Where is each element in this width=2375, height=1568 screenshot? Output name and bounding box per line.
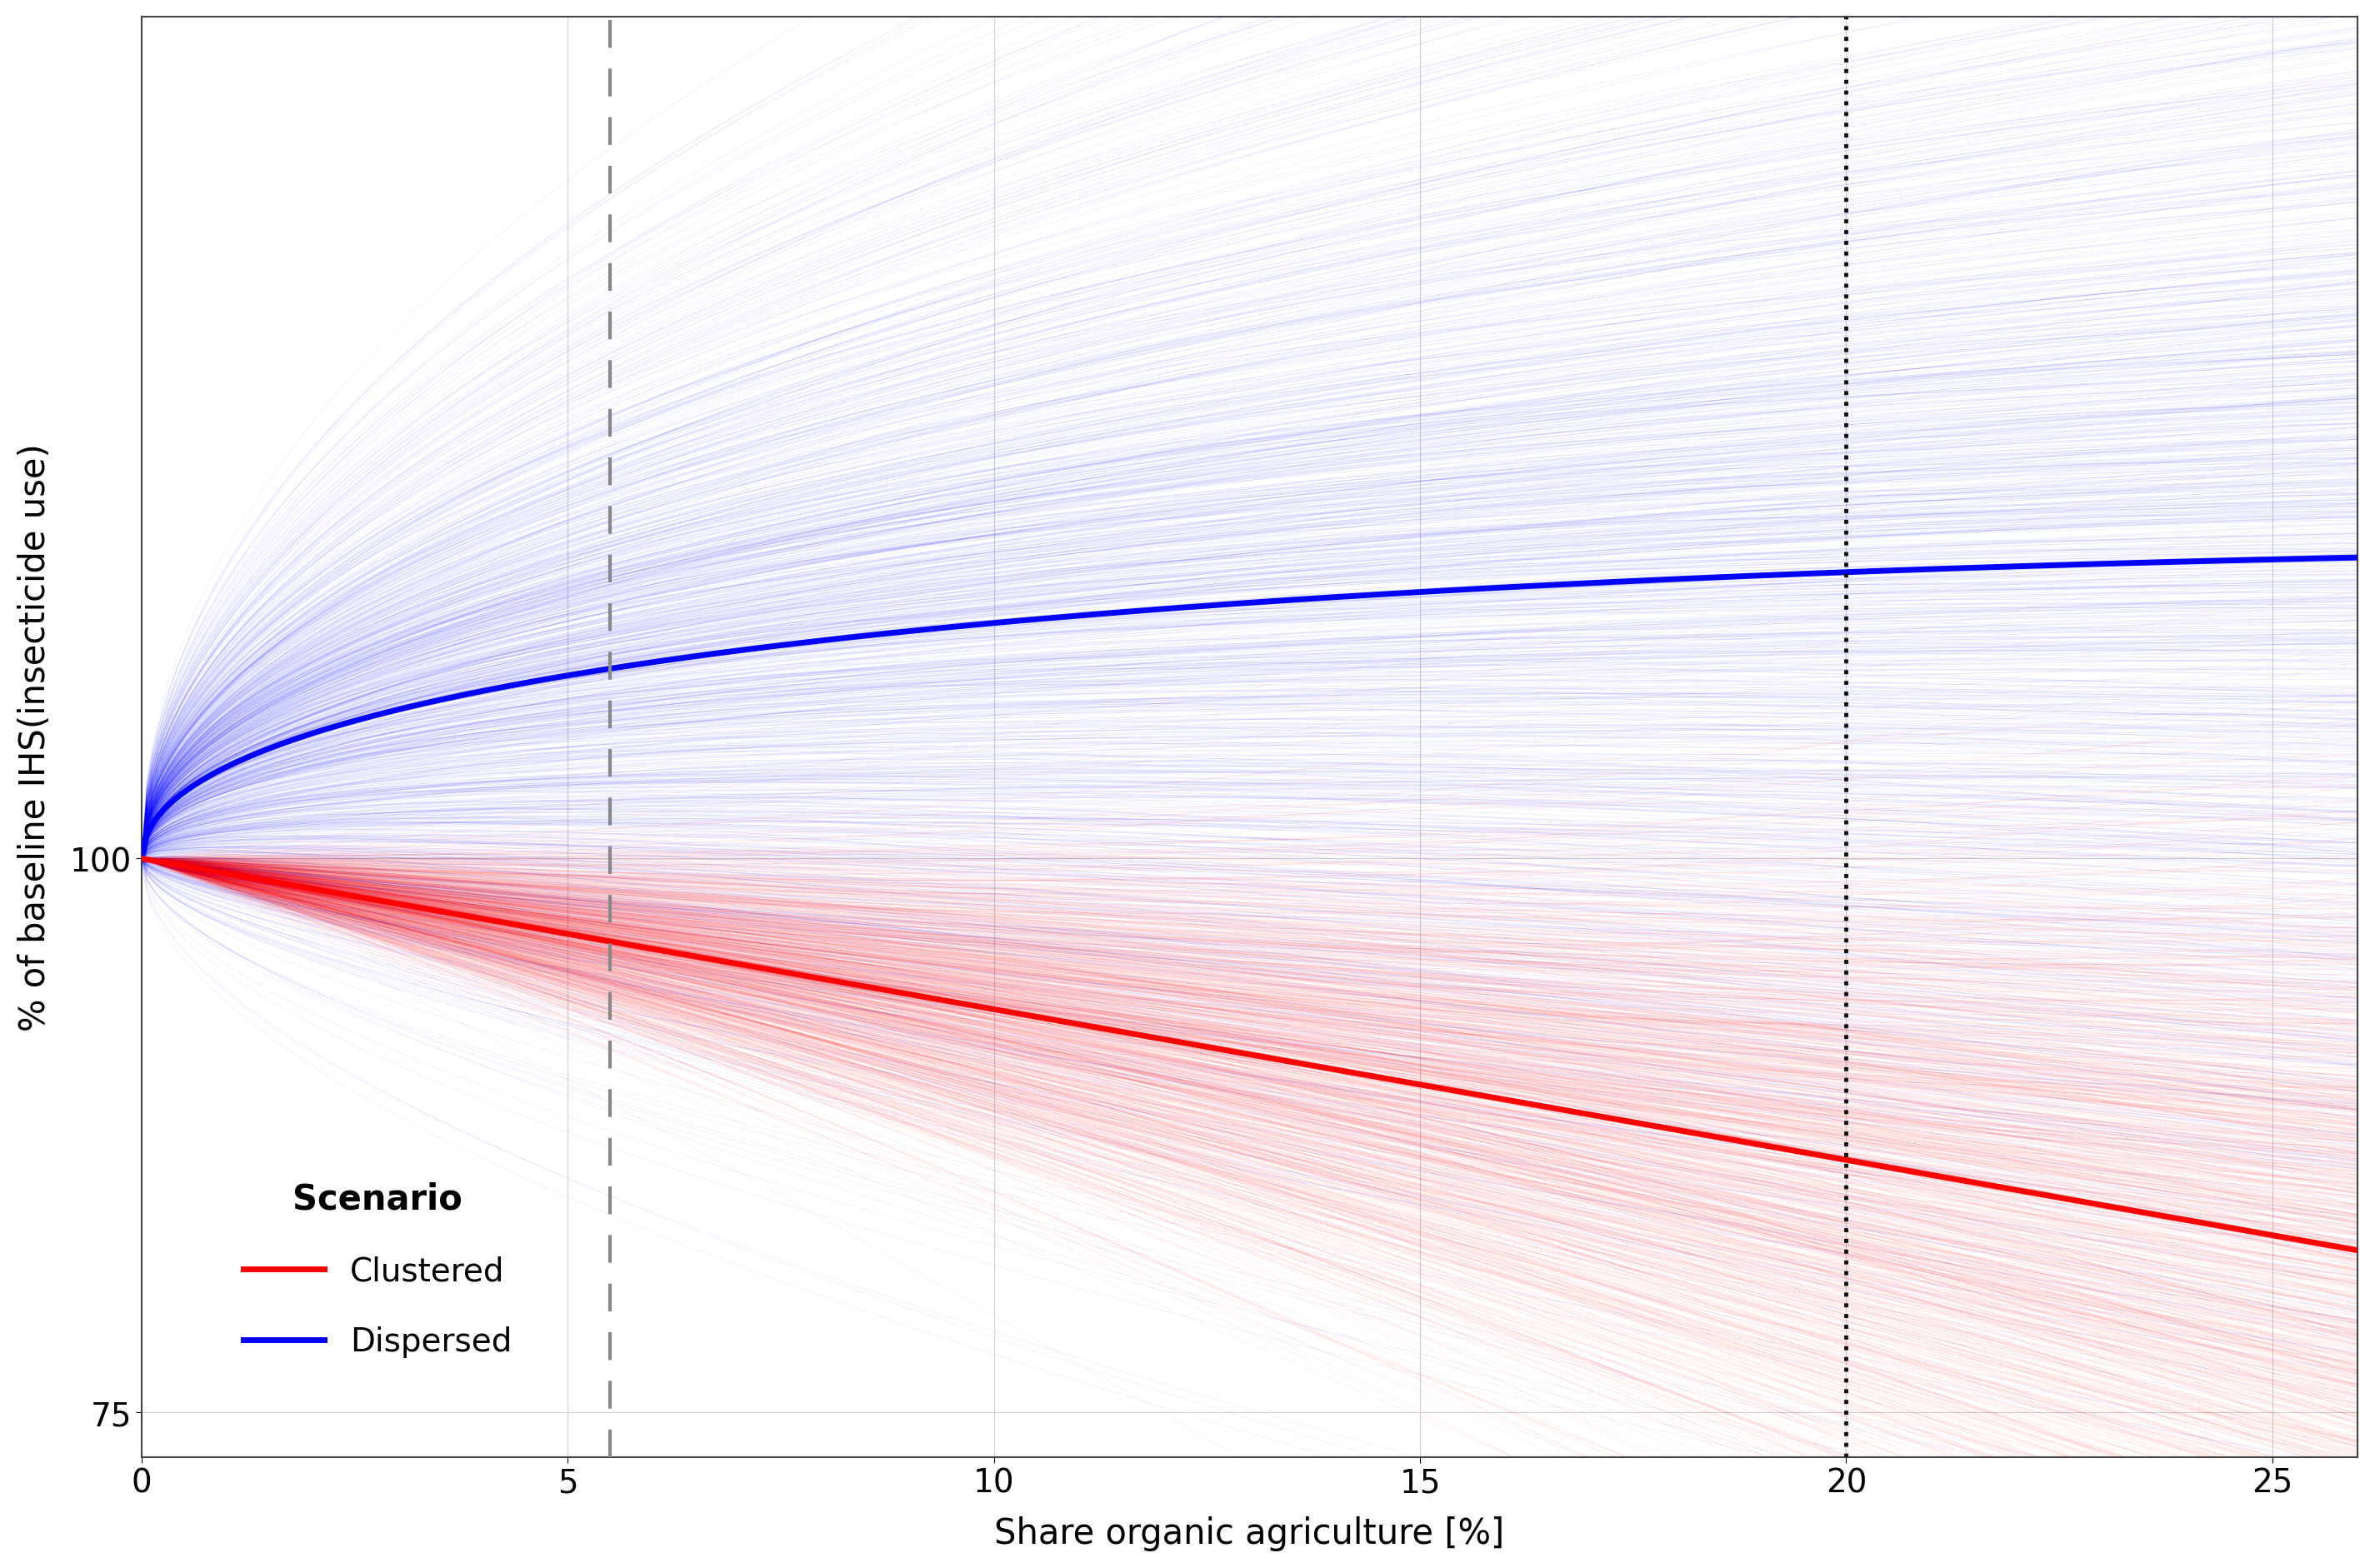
Legend: Clustered, Dispersed: Clustered, Dispersed: [230, 1168, 525, 1370]
X-axis label: Share organic agriculture [%]: Share organic agriculture [%]: [995, 1516, 1506, 1551]
Y-axis label: % of baseline IHS(insecticide use): % of baseline IHS(insecticide use): [17, 444, 52, 1030]
